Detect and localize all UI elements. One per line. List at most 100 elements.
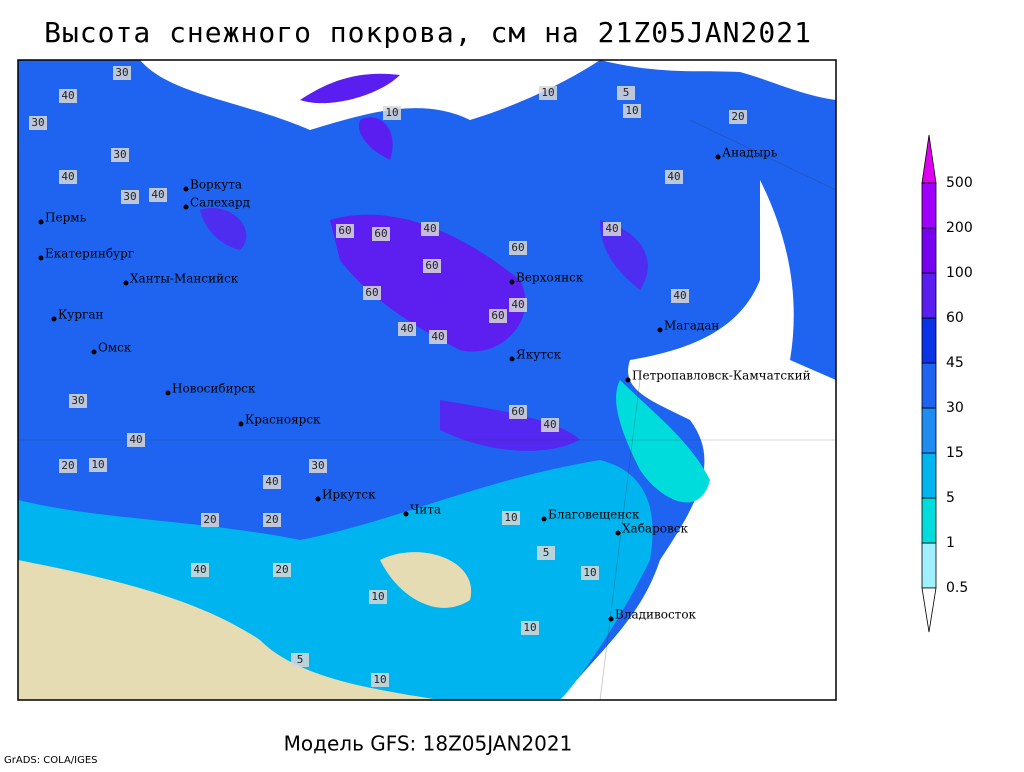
city-dot xyxy=(91,349,97,355)
city-dot xyxy=(403,511,409,517)
contour-label: 10 xyxy=(583,566,596,579)
city-label: Курган xyxy=(58,308,103,322)
colorbar-box xyxy=(921,362,937,409)
contour-label: 40 xyxy=(511,298,524,311)
bare-land xyxy=(380,552,472,608)
colorbar-label: 100 xyxy=(946,265,973,281)
contour-label-box xyxy=(509,241,527,255)
contour-label-box xyxy=(489,309,507,323)
contour-label-box xyxy=(623,104,641,118)
contour-label-box xyxy=(665,170,683,184)
contour-label: 40 xyxy=(400,322,413,335)
contour-label-box xyxy=(59,170,77,184)
colorbar-box xyxy=(921,227,937,274)
city-dot xyxy=(123,280,129,286)
contour-label-box xyxy=(509,405,527,419)
colorbar-label: 500 xyxy=(946,175,973,191)
title: Высота снежного покрова, см на 21Z05JAN2… xyxy=(44,16,812,49)
contour-label: 40 xyxy=(423,222,436,235)
city-dot xyxy=(541,516,547,522)
contour-label-box xyxy=(89,458,107,472)
contour-label: 10 xyxy=(371,590,384,603)
pacific xyxy=(560,180,836,700)
contour-label-box xyxy=(369,590,387,604)
bare-land xyxy=(18,560,440,700)
contour-label-box xyxy=(113,66,131,80)
contour-label: 20 xyxy=(731,110,744,123)
contour-label-box xyxy=(59,89,77,103)
contour-label-box xyxy=(383,106,401,120)
colorbar-box xyxy=(921,452,937,499)
city-dot xyxy=(165,390,171,396)
contour-label: 40 xyxy=(265,475,278,488)
contour-label-box xyxy=(291,653,309,667)
colorbar-box xyxy=(921,317,937,364)
colorbar-label: 5 xyxy=(946,490,955,506)
contour-label: 40 xyxy=(543,418,556,431)
contour-label-box xyxy=(671,289,689,303)
contour-label: 10 xyxy=(625,104,638,117)
contour-label-box xyxy=(336,224,354,238)
colorbar-box xyxy=(921,497,937,544)
contour-label: 40 xyxy=(605,222,618,235)
contour-label: 5 xyxy=(297,653,304,666)
city-dot xyxy=(509,279,515,285)
contour-label: 30 xyxy=(311,459,324,472)
map-frame xyxy=(17,59,837,701)
contour-label-box xyxy=(263,475,281,489)
contour-label-box xyxy=(127,433,145,447)
contour-label: 40 xyxy=(151,188,164,201)
contour-label-box xyxy=(149,188,167,202)
city-dot xyxy=(238,421,244,427)
coast-band xyxy=(616,380,710,503)
contour-label: 10 xyxy=(504,511,517,524)
city-dot xyxy=(509,356,515,362)
city-label: Иркутск xyxy=(322,488,376,502)
contour-label-box xyxy=(581,566,599,580)
colorbar-label: 15 xyxy=(946,445,964,461)
contour-label: 60 xyxy=(491,309,504,322)
contour-label-box xyxy=(429,330,447,344)
contour-label: 60 xyxy=(365,286,378,299)
city-dot xyxy=(715,154,721,160)
city-dot xyxy=(615,530,621,536)
contour-label-box xyxy=(111,148,129,162)
city-label: Новосибирск xyxy=(172,382,256,396)
contour-label: 10 xyxy=(385,106,398,119)
deep-snow xyxy=(440,400,580,451)
contour-label-box xyxy=(541,418,559,432)
contour-label-box xyxy=(539,86,557,100)
city-label: Красноярск xyxy=(245,413,321,427)
contour-label: 30 xyxy=(71,394,84,407)
contour-label: 40 xyxy=(667,170,680,183)
contour-label-box xyxy=(423,259,441,273)
contour-label: 10 xyxy=(373,673,386,686)
contour-label-box xyxy=(29,116,47,130)
city-label: Ханты-Мансийск xyxy=(130,272,239,286)
contour-label: 10 xyxy=(523,621,536,634)
contour-label-box xyxy=(309,459,327,473)
contour-label: 40 xyxy=(431,330,444,343)
contour-label: 30 xyxy=(115,66,128,79)
contour-label-box xyxy=(603,222,621,236)
contour-label-box xyxy=(191,563,209,577)
city-label: Владивосток xyxy=(615,608,697,622)
city-dot xyxy=(38,219,44,225)
contour-label: 60 xyxy=(511,241,524,254)
colorbar-box xyxy=(921,407,937,454)
city-dot xyxy=(315,496,321,502)
contour-label: 10 xyxy=(91,458,104,471)
contour-label: 30 xyxy=(31,116,44,129)
city-label: Чита xyxy=(410,503,441,517)
city-label: Пермь xyxy=(45,211,87,225)
contour-label: 40 xyxy=(61,89,74,102)
map: 30 40 30 30 40 30 40 10 10 5 10 20 40 60 60 40 60 60 60 40 4… xyxy=(17,59,837,701)
contour-label: 20 xyxy=(265,513,278,526)
contour-label-box xyxy=(509,298,527,312)
colorbar-label: 45 xyxy=(946,355,964,371)
colorbar-label: 0.5 xyxy=(946,580,968,596)
contour-label-box xyxy=(398,322,416,336)
contour-label: 10 xyxy=(541,86,554,99)
islands xyxy=(300,73,400,160)
